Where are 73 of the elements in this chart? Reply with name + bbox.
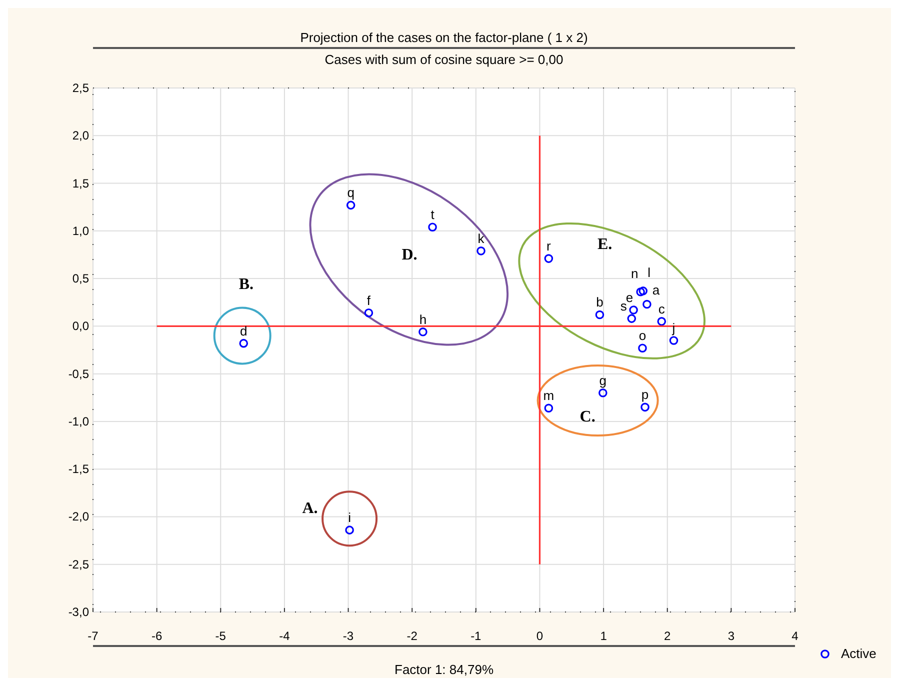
chart-title: Projection of the cases on the factor-plane ( 1 x 2) [300, 30, 588, 45]
annotation: h [419, 312, 427, 327]
y-tick-label: -1,5 [68, 462, 90, 476]
y-tick-label: -3,0 [68, 605, 90, 619]
x-axis-title: Factor 1: 84,79% [394, 662, 494, 677]
point [638, 344, 647, 352]
annotation: c [658, 301, 666, 316]
y-tick-label: 1,5 [72, 176, 90, 190]
point [638, 286, 648, 296]
annotation: B. [238, 276, 254, 294]
point [418, 328, 428, 336]
point [642, 300, 652, 309]
point [669, 336, 678, 345]
annotation: k [478, 230, 485, 246]
annotation: o [638, 328, 646, 344]
y-tick-label: -1,0 [68, 414, 90, 428]
annotation: q [347, 185, 354, 200]
x-tick-label: 0 [536, 629, 544, 643]
point [345, 526, 354, 534]
annotation: s [620, 298, 628, 314]
y-tick-label: 2,0 [72, 128, 90, 143]
annotation: a [652, 282, 660, 298]
x-tick-label: 2 [664, 629, 672, 643]
point [636, 287, 645, 296]
x-tick-label: -1 [470, 629, 482, 643]
annotation: D. [402, 246, 418, 264]
y-tick-label: 2,5 [72, 81, 90, 95]
point [627, 314, 636, 323]
annotation: d [240, 323, 248, 338]
point [544, 404, 554, 413]
annotation: l [648, 264, 651, 280]
x-tick-label: -7 [88, 629, 99, 643]
y-tick-label: -0,5 [68, 366, 90, 381]
point [598, 388, 608, 398]
x-tick-label: -3 [342, 629, 354, 643]
annotation: t [430, 207, 435, 222]
point [239, 338, 248, 348]
annotation: A. [302, 500, 318, 517]
x-tick-label: 3 [728, 629, 735, 643]
point [476, 246, 486, 256]
annotation: g [599, 372, 607, 388]
point [629, 306, 638, 314]
x-tick-label: 1 [600, 629, 608, 643]
y-tick-label: 0,0 [72, 319, 90, 334]
annotation: m [543, 388, 554, 404]
annotation: j [671, 320, 676, 336]
annotation: f [366, 292, 371, 308]
y-tick-label: -2,5 [68, 557, 90, 572]
y-tick-label: 1,0 [72, 224, 90, 238]
x-tick-label: -4 [279, 629, 290, 643]
point [428, 222, 437, 232]
annotation: E. [597, 236, 612, 254]
point [657, 317, 666, 326]
annotation: b [596, 294, 604, 310]
annotation: p [641, 387, 649, 402]
x-tick-label: -6 [151, 629, 162, 643]
annotation: r [546, 238, 552, 254]
point [595, 310, 604, 320]
x-tick-label: 4 [792, 629, 799, 643]
annotation: i [348, 510, 352, 526]
x-tick-label: -5 [215, 629, 226, 643]
annotation: n [630, 266, 638, 281]
point [364, 308, 374, 318]
point [544, 254, 554, 263]
y-tick-label: -2,0 [68, 510, 90, 524]
point [346, 200, 356, 210]
y-tick-label: 0,5 [72, 272, 90, 286]
legend-label: Active [841, 646, 876, 661]
x-tick-label: -2 [406, 629, 418, 643]
annotation: C. [580, 408, 596, 426]
annotation: e [626, 290, 634, 305]
point [640, 402, 650, 412]
chart-subtitle: Cases with sum of cosine square >= 0,00 [324, 52, 564, 67]
